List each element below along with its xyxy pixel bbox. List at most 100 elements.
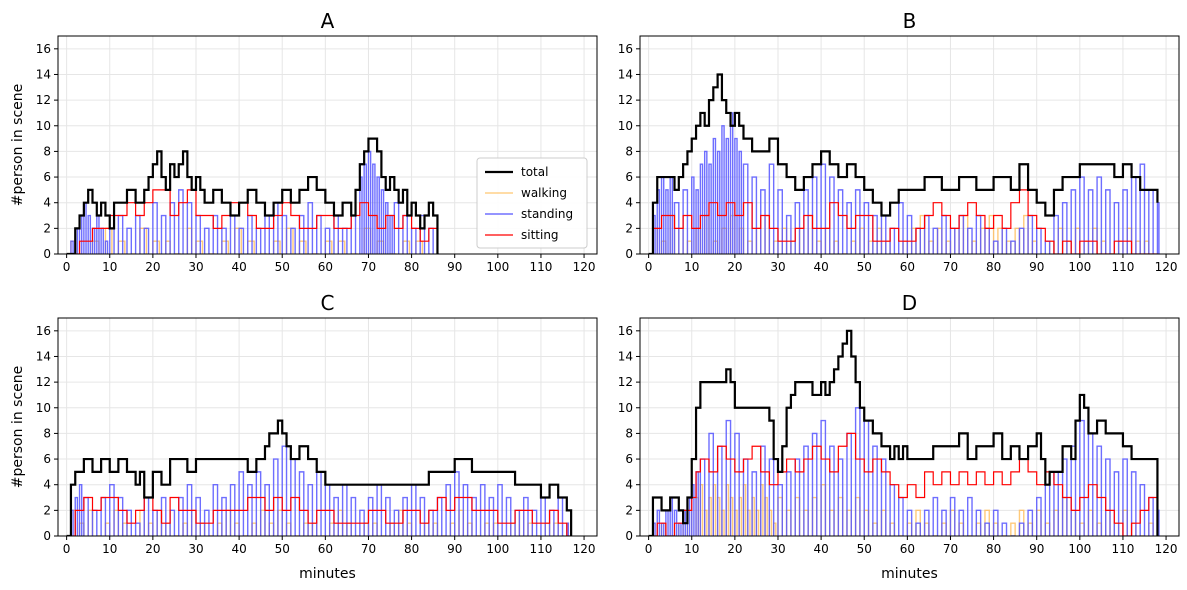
y-tick-label: 6: [625, 170, 633, 184]
series-sitting: [66, 496, 572, 536]
x-tick-label: 110: [529, 542, 552, 556]
series-total: [648, 329, 1159, 536]
chart-title: C: [321, 291, 335, 315]
y-tick-label: 14: [36, 67, 51, 81]
x-tick-label: 90: [447, 542, 462, 556]
x-tick-label: 120: [1155, 542, 1178, 556]
x-tick-label: 40: [813, 542, 828, 556]
x-tick-label: 120: [573, 260, 596, 274]
y-tick-label: 8: [43, 144, 51, 158]
y-tick-label: 4: [625, 478, 633, 492]
series-walking: [652, 484, 1159, 536]
y-tick-label: 0: [43, 529, 51, 543]
y-tick-label: 16: [618, 42, 633, 56]
y-tick-label: 10: [36, 119, 51, 133]
chart-title: D: [902, 291, 917, 315]
y-tick-label: 0: [625, 247, 633, 261]
x-tick-label: 80: [986, 260, 1001, 274]
x-tick-label: 0: [63, 260, 71, 274]
y-tick-label: 2: [625, 503, 633, 517]
x-tick-label: 40: [231, 542, 246, 556]
x-tick-label: 120: [573, 542, 596, 556]
y-tick-label: 6: [43, 452, 51, 466]
x-tick-label: 60: [318, 542, 333, 556]
x-tick-label: 30: [188, 542, 203, 556]
x-tick-label: 10: [102, 260, 117, 274]
chart-panel-0: 0 10 20 30 40 50 60 70 80 90 100 110 120 0 2 4 6 8 10 12 14 1…: [10, 9, 598, 274]
x-tick-label: 30: [770, 542, 785, 556]
x-tick-label: 110: [529, 260, 552, 274]
x-tick-label: 80: [986, 542, 1001, 556]
y-tick-label: 4: [43, 478, 51, 492]
y-tick-label: 14: [618, 349, 633, 363]
x-tick-label: 80: [404, 260, 419, 274]
plot-area: [66, 419, 573, 536]
x-tick-label: 10: [102, 542, 117, 556]
x-tick-label: 0: [63, 542, 71, 556]
y-tick-label: 12: [618, 93, 633, 107]
x-tick-label: 50: [275, 542, 290, 556]
series-standing: [70, 445, 570, 536]
x-tick-label: 90: [447, 260, 462, 274]
x-tick-label: 10: [684, 260, 699, 274]
x-tick-label: 40: [231, 260, 246, 274]
y-tick-label: 10: [618, 401, 633, 415]
x-tick-label: 100: [486, 542, 509, 556]
x-tick-label: 100: [486, 260, 509, 274]
x-tick-label: 60: [900, 542, 915, 556]
series-sitting: [648, 432, 1159, 536]
y-tick-label: 0: [625, 529, 633, 543]
legend-label-sitting: sitting: [521, 228, 559, 242]
x-tick-label: 70: [361, 542, 376, 556]
x-tick-label: 0: [645, 542, 653, 556]
x-tick-label: 10: [684, 542, 699, 556]
chart-panel-3: 0 10 20 30 40 50 60 70 80 90 100 110 120 0 2 4 6 8 10 12 14 1…: [618, 291, 1180, 582]
axes-frame: [639, 35, 1180, 255]
y-tick-label: 14: [36, 349, 51, 363]
x-tick-label: 50: [275, 260, 290, 274]
series-standing: [652, 112, 1160, 254]
y-tick-label: 12: [36, 375, 51, 389]
y-tick-label: 16: [618, 324, 633, 338]
y-tick-label: 16: [36, 42, 51, 56]
plot-area: [648, 329, 1160, 536]
x-tick-label: 120: [1155, 260, 1178, 274]
series-total: [66, 419, 573, 536]
x-tick-label: 60: [900, 260, 915, 274]
x-tick-label: 90: [1029, 542, 1044, 556]
y-tick-label: 2: [43, 221, 51, 235]
plot-area: [648, 73, 1160, 254]
x-tick-label: 20: [727, 542, 742, 556]
legend: total walking standing sitting: [476, 157, 588, 249]
y-axis-label: #person in scene: [10, 84, 26, 206]
x-tick-label: 50: [857, 260, 872, 274]
x-tick-label: 60: [318, 260, 333, 274]
y-tick-label: 6: [43, 170, 51, 184]
y-tick-label: 8: [625, 426, 633, 440]
y-tick-label: 2: [625, 221, 633, 235]
y-tick-label: 12: [618, 375, 633, 389]
chart-title: B: [903, 9, 917, 33]
plot-area: [66, 137, 439, 254]
x-tick-label: 30: [188, 260, 203, 274]
series-total: [648, 73, 1159, 254]
y-axis-label: #person in scene: [10, 366, 26, 488]
x-tick-label: 20: [145, 542, 160, 556]
x-tick-label: 100: [1068, 542, 1091, 556]
x-tick-label: 30: [770, 260, 785, 274]
x-tick-label: 20: [145, 260, 160, 274]
x-tick-label: 100: [1068, 260, 1091, 274]
y-tick-label: 2: [43, 503, 51, 517]
x-tick-label: 0: [645, 260, 653, 274]
series-sitting: [66, 189, 439, 254]
x-axis-label: minutes: [881, 566, 938, 582]
x-tick-label: 80: [404, 542, 419, 556]
axes-frame: [57, 317, 598, 537]
series-total: [66, 137, 439, 254]
x-tick-label: 70: [943, 260, 958, 274]
chart-title: A: [321, 9, 335, 33]
x-tick-label: 110: [1111, 260, 1134, 274]
y-tick-label: 16: [36, 324, 51, 338]
legend-box: [476, 157, 588, 249]
